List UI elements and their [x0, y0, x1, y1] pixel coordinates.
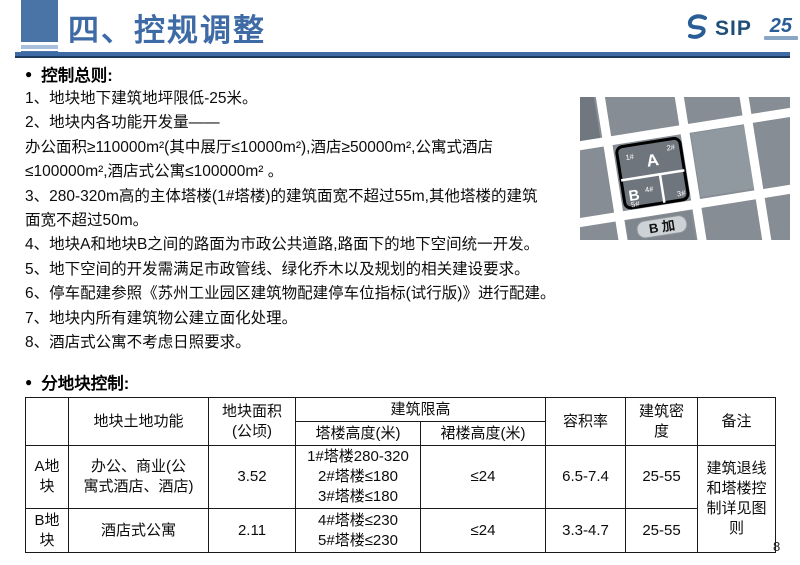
map-image: 1# A 2# B 4# 3# 5# B 加 [580, 97, 790, 240]
tower4-label: 4# [644, 184, 654, 194]
header-accent-square [21, 0, 58, 42]
table-header-area: 地块面积 (公顷) [208, 397, 296, 446]
tower5-label: 5# [630, 199, 640, 209]
section2-heading-text: 分地块控制: [41, 375, 130, 393]
header-divider-line [15, 52, 790, 58]
cell-podium-height: ≤24 [419, 508, 547, 553]
bullet-icon: ● [25, 67, 33, 81]
subplot-control-table: 地块土地功能 地块面积 (公顷) 建筑限高 容积率 建筑密 度 备注 塔楼高度(… [25, 397, 777, 553]
tower2-label: 2# [666, 142, 676, 152]
table-header-density: 建筑密 度 [625, 397, 699, 446]
row-label: B地块 [25, 508, 69, 553]
text-line: 8、酒店式公寓不考虑日照要求。 [25, 334, 251, 352]
table-header-tower-height: 塔楼高度(米) [295, 421, 421, 446]
text-line: 办公面积≥110000m²(其中展厅≤10000m²),酒店≥50000m²,公… [25, 138, 493, 156]
bullet-icon: ● [25, 375, 33, 389]
parcel-a-label: A [645, 150, 660, 171]
table-header-corner [25, 397, 69, 446]
site-location-map: 1# A 2# B 4# 3# 5# B 加 [580, 97, 790, 240]
cell-remark-merged: 建筑退线 和塔楼控 制详见图 则 [697, 445, 777, 553]
sip-logo-text: SIP [715, 17, 752, 40]
cell-far: 3.3-4.7 [545, 508, 627, 553]
parcel-divider-horizontal [620, 169, 685, 182]
annotation-label: B 加 [648, 217, 676, 236]
cell-tower-height: 1#塔楼280-320 2#塔楼≤180 3#塔楼≤180 [295, 445, 421, 509]
highlighted-parcel [615, 136, 690, 210]
table-row-parcel-a: A地块 办公、商业(公 寓式酒店、酒店) 3.52 1#塔楼280-320 2#… [25, 445, 777, 553]
tower3-label: 3# [676, 188, 686, 198]
table-header-podium-height: 裙楼高度(米) [419, 421, 547, 446]
text-line: ≤100000m²,酒店式公寓≤100000m² 。 [25, 163, 284, 181]
cell-podium-height: ≤24 [419, 445, 547, 509]
cell-area: 3.52 [208, 445, 296, 509]
street-horizontal-south [580, 177, 790, 233]
section-heading-subplot-control: ● 分地块控制: [25, 370, 129, 394]
text-line: 面宽不超过50m。 [25, 212, 149, 230]
cell-area: 2.11 [208, 508, 296, 553]
section1-heading-text: 控制总则: [41, 67, 113, 85]
text-line: 6、停车配建参照《苏州工业园区建筑物配建停车位指标(试行版)》进行配建。 [25, 285, 556, 303]
cell-far: 6.5-7.4 [545, 445, 627, 509]
annotation-pill [636, 215, 688, 239]
table-header-function: 地块土地功能 [68, 397, 209, 446]
text-line: 5、地下空间的开发需满足市政管线、绿化乔木以及规划的相关建设要求。 [25, 260, 530, 278]
table-row-parcel-b: B地块 酒店式公寓 2.11 4#塔楼≤230 5#塔楼≤230 ≤24 3.3… [25, 508, 776, 553]
sip-swoosh-icon [683, 12, 713, 47]
text-line: 1、地块地下建筑地坪限低-25米。 [25, 90, 258, 107]
tower1-label: 1# [625, 152, 635, 162]
sip-logo: SIP 25 [683, 8, 798, 50]
map-block-dark [580, 97, 602, 157]
cell-function: 酒店式公寓 [68, 508, 209, 553]
cell-function: 办公、商业(公 寓式酒店、酒店) [68, 445, 209, 509]
text-line: 4、地块A和地块B之间的路面为市政公共道路,路面下的地下空间统一开发。 [25, 236, 540, 254]
street-vertical-west [591, 97, 637, 240]
text-line: 3、280-320m高的主体塔楼(1#塔楼)的建筑面宽不超过55m,其他塔楼的建… [25, 187, 538, 205]
header-accent-bar-light [21, 45, 58, 49]
street-vertical-east [668, 97, 714, 240]
table-header-far: 容积率 [545, 397, 627, 446]
text-line: 7、地块内所有建筑物公建立面化处理。 [25, 309, 298, 327]
control-principles-text: 1、地块地下建筑地坪限低-25米。 2、地块内各功能开发量—— 办公面积≥110… [25, 87, 595, 355]
cell-density: 25-55 [625, 445, 699, 509]
cell-tower-height: 4#塔楼≤230 5#塔楼≤230 [295, 508, 421, 553]
table-header-height-limit: 建筑限高 [294, 397, 547, 422]
parcel-b-label: B [627, 187, 641, 206]
logo-caption-bar [763, 36, 798, 40]
page-number: 8 [773, 539, 781, 554]
text-line: 2、地块内各功能开发量—— [25, 114, 220, 132]
map-block-light [690, 125, 755, 197]
row-label: A地块 [25, 445, 69, 509]
page-title: 四、控规调整 [68, 13, 266, 48]
street-vertical-far-east [731, 97, 777, 240]
parcel-divider-vertical [658, 172, 666, 203]
table-header-remark: 备注 [697, 397, 777, 446]
section-heading-control-principles: ● 控制总则: [25, 62, 113, 86]
street-horizontal-north [580, 102, 790, 158]
anniversary-25-text: 25 [769, 15, 792, 37]
cell-density: 25-55 [625, 508, 699, 553]
